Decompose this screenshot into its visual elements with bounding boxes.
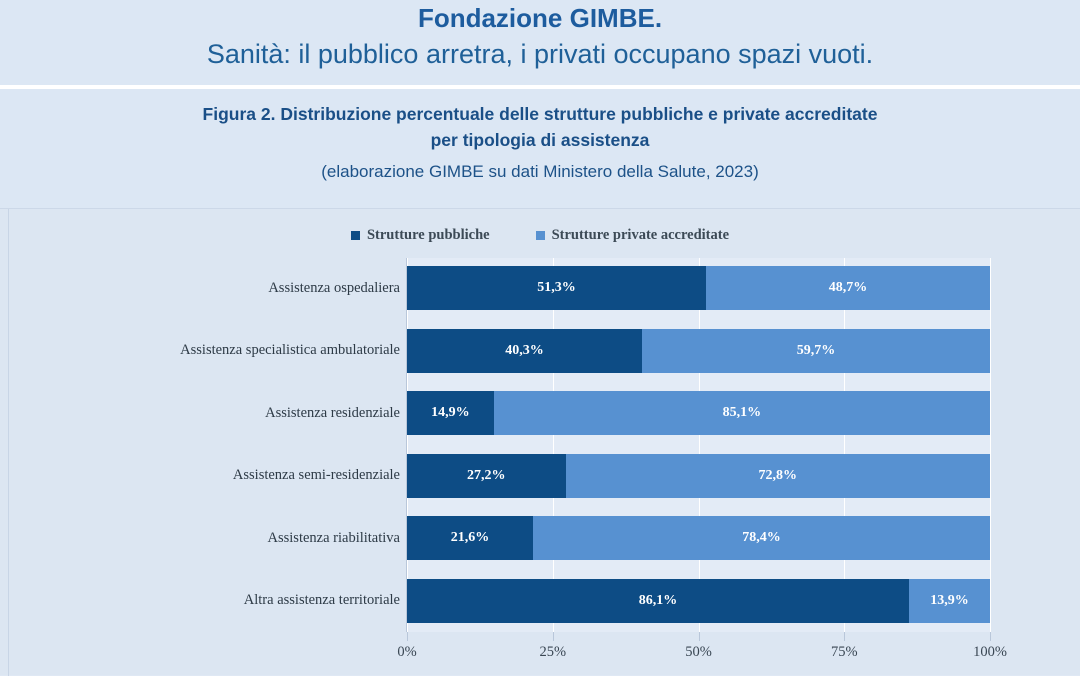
figure-caption-line2: per tipologia di assistenza <box>430 130 650 150</box>
legend-item-private[interactable]: Strutture private accreditate <box>535 227 730 244</box>
bar-segment-private[interactable]: 78,4% <box>532 516 990 560</box>
bar-segment-private[interactable]: 48,7% <box>706 266 990 310</box>
legend-item-pubbliche[interactable]: Strutture pubbliche <box>350 227 490 244</box>
bar-segment-private[interactable]: 59,7% <box>641 328 990 373</box>
x-axis-ticks <box>0 632 1080 642</box>
stacked-bar: 40,3% 59,7% <box>407 328 990 373</box>
legend-swatch-icon <box>535 231 545 240</box>
x-tick-label: 75% <box>830 644 858 660</box>
bar-segment-pubbliche[interactable]: 51,3% <box>407 266 707 310</box>
x-tick <box>844 632 846 641</box>
figure-caption-line1: Figura 2. Distribuzione percentuale dell… <box>202 104 878 124</box>
x-tick-label: 50% <box>685 644 712 660</box>
x-tick-label: 25% <box>539 644 567 660</box>
stacked-bar: 21,6% 78,4% <box>407 516 990 560</box>
page-subtitle: Sanità: il pubblico arretra, i privati o… <box>206 39 874 69</box>
gridline-50 <box>698 258 700 632</box>
x-tick-label: 0% <box>397 644 417 660</box>
x-axis-tick-labels: 0% 25% 50% 75% 100% <box>0 644 1080 668</box>
category-label: Assistenza semi-residenziale <box>232 467 400 483</box>
plot-area <box>407 258 991 632</box>
category-label: Assistenza ospedaliera <box>268 279 400 296</box>
category-label: Altra assistenza territoriale <box>243 592 400 608</box>
bar-segment-pubbliche[interactable]: 40,3% <box>407 328 642 373</box>
x-tick <box>990 632 991 641</box>
bar-row: Assistenza specialistica ambulatoriale 40… <box>0 328 1080 373</box>
bar-segment-pubbliche[interactable]: 14,9% <box>407 391 494 435</box>
header-divider <box>0 85 1080 89</box>
gridline-25 <box>552 258 554 632</box>
figure-caption: Figura 2. Distribuzione percentuale dell… <box>0 89 1080 208</box>
bar-row: Assistenza semi-residenziale 27,2% 72,8% <box>0 453 1080 498</box>
stacked-bar: 86,1% 13,9% <box>407 578 990 623</box>
category-label: Assistenza specialistica ambulatoriale <box>180 342 400 358</box>
gridline-0 <box>407 258 408 632</box>
figure-source-note: (elaborazione GIMBE su dati Ministero de… <box>321 162 759 181</box>
stacked-bar: 51,3% 48,7% <box>407 266 990 310</box>
stacked-bar: 14,9% 85,1% <box>407 391 990 435</box>
header-band: Fondazione GIMBE. Sanità: il pubblico ar… <box>0 0 1080 85</box>
x-tick <box>552 632 554 641</box>
legend-label: Strutture private accreditate <box>551 227 730 243</box>
stacked-bar: 27,2% 72,8% <box>407 453 990 498</box>
legend-label: Strutture pubbliche <box>366 227 490 243</box>
bar-row: Assistenza residenziale 14,9% 85,1% <box>0 391 1080 435</box>
chart-legend: Strutture pubbliche Strutture private acc… <box>0 227 1080 244</box>
bar-segment-private[interactable]: 13,9% <box>908 578 990 623</box>
panel-left-border <box>8 209 9 676</box>
legend-swatch-icon <box>350 231 360 240</box>
page-title: Fondazione GIMBE. <box>417 3 663 33</box>
y-axis-line <box>406 258 407 632</box>
bar-rows: Assistenza ospedaliera 51,3% 48,7% Assisten… <box>0 258 1080 632</box>
bar-segment-pubbliche[interactable]: 21,6% <box>407 516 533 560</box>
bar-segment-pubbliche[interactable]: 86,1% <box>407 578 909 623</box>
bar-segment-private[interactable]: 72,8% <box>565 453 990 498</box>
gridline-100 <box>990 258 991 632</box>
x-tick <box>698 632 700 641</box>
bar-row: Assistenza ospedaliera 51,3% 48,7% <box>0 266 1080 310</box>
bar-row: Assistenza riabilitativa 21,6% 78,4% <box>0 516 1080 560</box>
category-label: Assistenza residenziale <box>265 404 400 421</box>
gridline-75 <box>844 258 846 632</box>
x-tick-label: 100% <box>973 644 1007 660</box>
bar-row: Altra assistenza territoriale 86,1% 13,9% <box>0 578 1080 623</box>
bar-segment-pubbliche[interactable]: 27,2% <box>407 453 566 498</box>
x-tick <box>407 632 408 641</box>
bar-segment-private[interactable]: 85,1% <box>493 391 990 435</box>
category-label: Assistenza riabilitativa <box>267 529 400 546</box>
